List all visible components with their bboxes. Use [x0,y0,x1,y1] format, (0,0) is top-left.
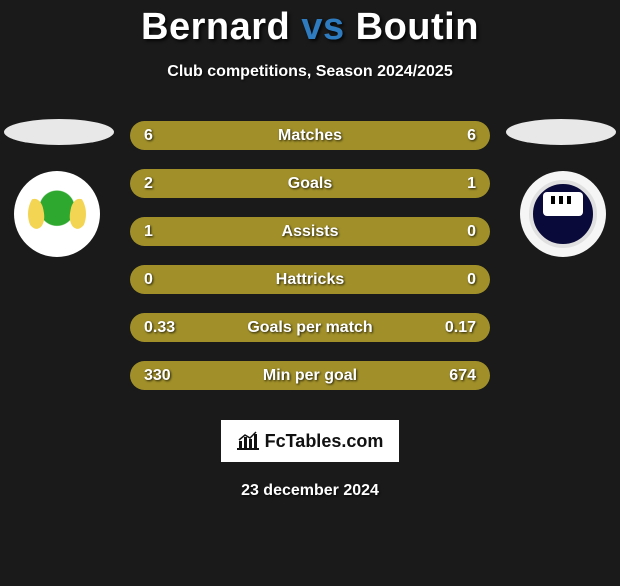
stat-row: 330 Min per goal 674 [130,361,490,390]
vs-separator: vs [301,6,344,48]
stat-row: 1 Assists 0 [130,217,490,246]
stat-left-value: 0.33 [144,319,184,337]
stat-left-value: 1 [144,223,184,241]
stat-right-value: 1 [436,175,476,193]
brand-name: FcTables.com [265,431,384,452]
stat-rows: 6 Matches 6 2 Goals 1 1 Assists 0 0 Hatt… [130,119,490,390]
brand-badge: FcTables.com [221,420,399,462]
stat-right-value: 6 [436,127,476,145]
club-crest-right-icon [529,180,597,248]
date-caption: 23 december 2024 [0,482,620,500]
player-right-name: Boutin [356,6,479,48]
stat-label: Goals per match [247,319,372,337]
player-left-avatar [4,119,114,145]
club-badge-right [520,171,606,257]
player-right-avatar [506,119,616,145]
stat-label: Min per goal [263,367,357,385]
club-crest-left-icon [26,183,88,245]
stat-right-value: 0 [436,223,476,241]
stat-right-value: 0 [436,271,476,289]
stats-section: 6 Matches 6 2 Goals 1 1 Assists 0 0 Hatt… [0,119,620,390]
page-title: Bernard vs Boutin [0,6,620,49]
stat-label: Assists [282,223,339,241]
club-badge-left [14,171,100,257]
stat-left-value: 2 [144,175,184,193]
stat-left-value: 330 [144,367,184,385]
stat-right-value: 674 [436,367,476,385]
stat-row: 2 Goals 1 [130,169,490,198]
brand-chart-icon [237,431,259,451]
stat-row: 0 Hattricks 0 [130,265,490,294]
stat-label: Hattricks [276,271,344,289]
stat-row: 6 Matches 6 [130,121,490,150]
stat-row: 0.33 Goals per match 0.17 [130,313,490,342]
stat-label: Goals [288,175,332,193]
stat-left-value: 6 [144,127,184,145]
stat-left-value: 0 [144,271,184,289]
stat-label: Matches [278,127,342,145]
stat-right-value: 0.17 [436,319,476,337]
player-left-name: Bernard [141,6,290,48]
subtitle: Club competitions, Season 2024/2025 [0,63,620,81]
